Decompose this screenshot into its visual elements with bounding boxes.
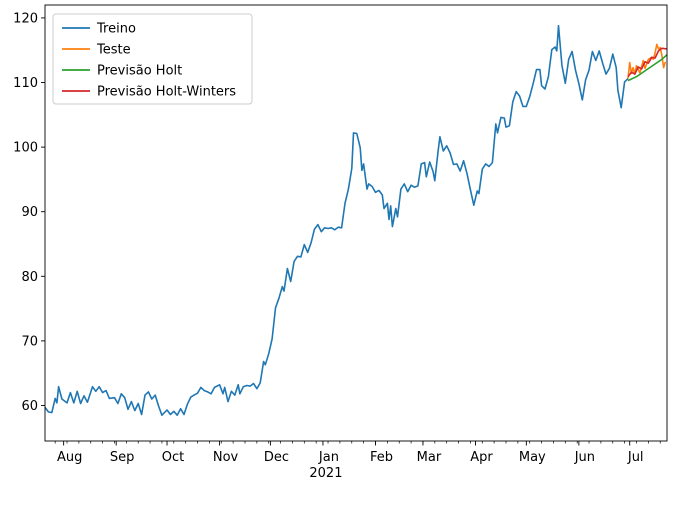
- y-tick-label: 100: [13, 141, 38, 156]
- y-tick-label: 120: [13, 11, 38, 26]
- legend-label: Teste: [96, 43, 131, 58]
- y-tick-label: 110: [13, 76, 38, 91]
- axes-frame: [44, 4, 668, 442]
- x-tick-label: Aug: [57, 450, 82, 465]
- x-tick-label: Jul: [627, 450, 644, 465]
- legend-box: [52, 13, 253, 105]
- x-tick-label: Dec: [264, 450, 289, 465]
- y-tick-label: 80: [21, 270, 38, 285]
- x-tick-label: Jun: [574, 450, 595, 465]
- x-tick-label: Jan: [318, 450, 339, 465]
- y-tick-label: 70: [21, 334, 38, 349]
- y-tick-label: 60: [21, 399, 38, 414]
- x-tick-label: Mar: [417, 450, 442, 465]
- x-tick-label: May: [519, 450, 546, 465]
- y-tick-label: 90: [21, 205, 38, 220]
- series-line-1: [627, 43, 667, 79]
- series-layer: [44, 24, 668, 416]
- x-tick-label: Apr: [470, 450, 493, 465]
- series-line-2: [627, 54, 668, 82]
- x-tick-label: Nov: [213, 450, 239, 465]
- series-line-0: [44, 24, 629, 416]
- legend-label: Previsão Holt-Winters: [97, 85, 236, 100]
- legend: Treino Teste Previsão Holt Previsão Holt-Wi…: [52, 13, 253, 105]
- x-tick-label: Oct: [162, 450, 184, 465]
- axes-layer: 60 70 80 90 100 110 120 Aug Sep Oct Nov Dec Jan Feb Ma…: [13, 4, 668, 481]
- legend-label: Previsão Holt: [97, 64, 182, 79]
- x-year-label: 2021: [309, 466, 342, 481]
- x-tick-label: Feb: [370, 450, 393, 465]
- x-tick-label: Sep: [110, 450, 135, 465]
- series-line-3: [627, 47, 668, 78]
- legend-label: Treino: [96, 22, 136, 37]
